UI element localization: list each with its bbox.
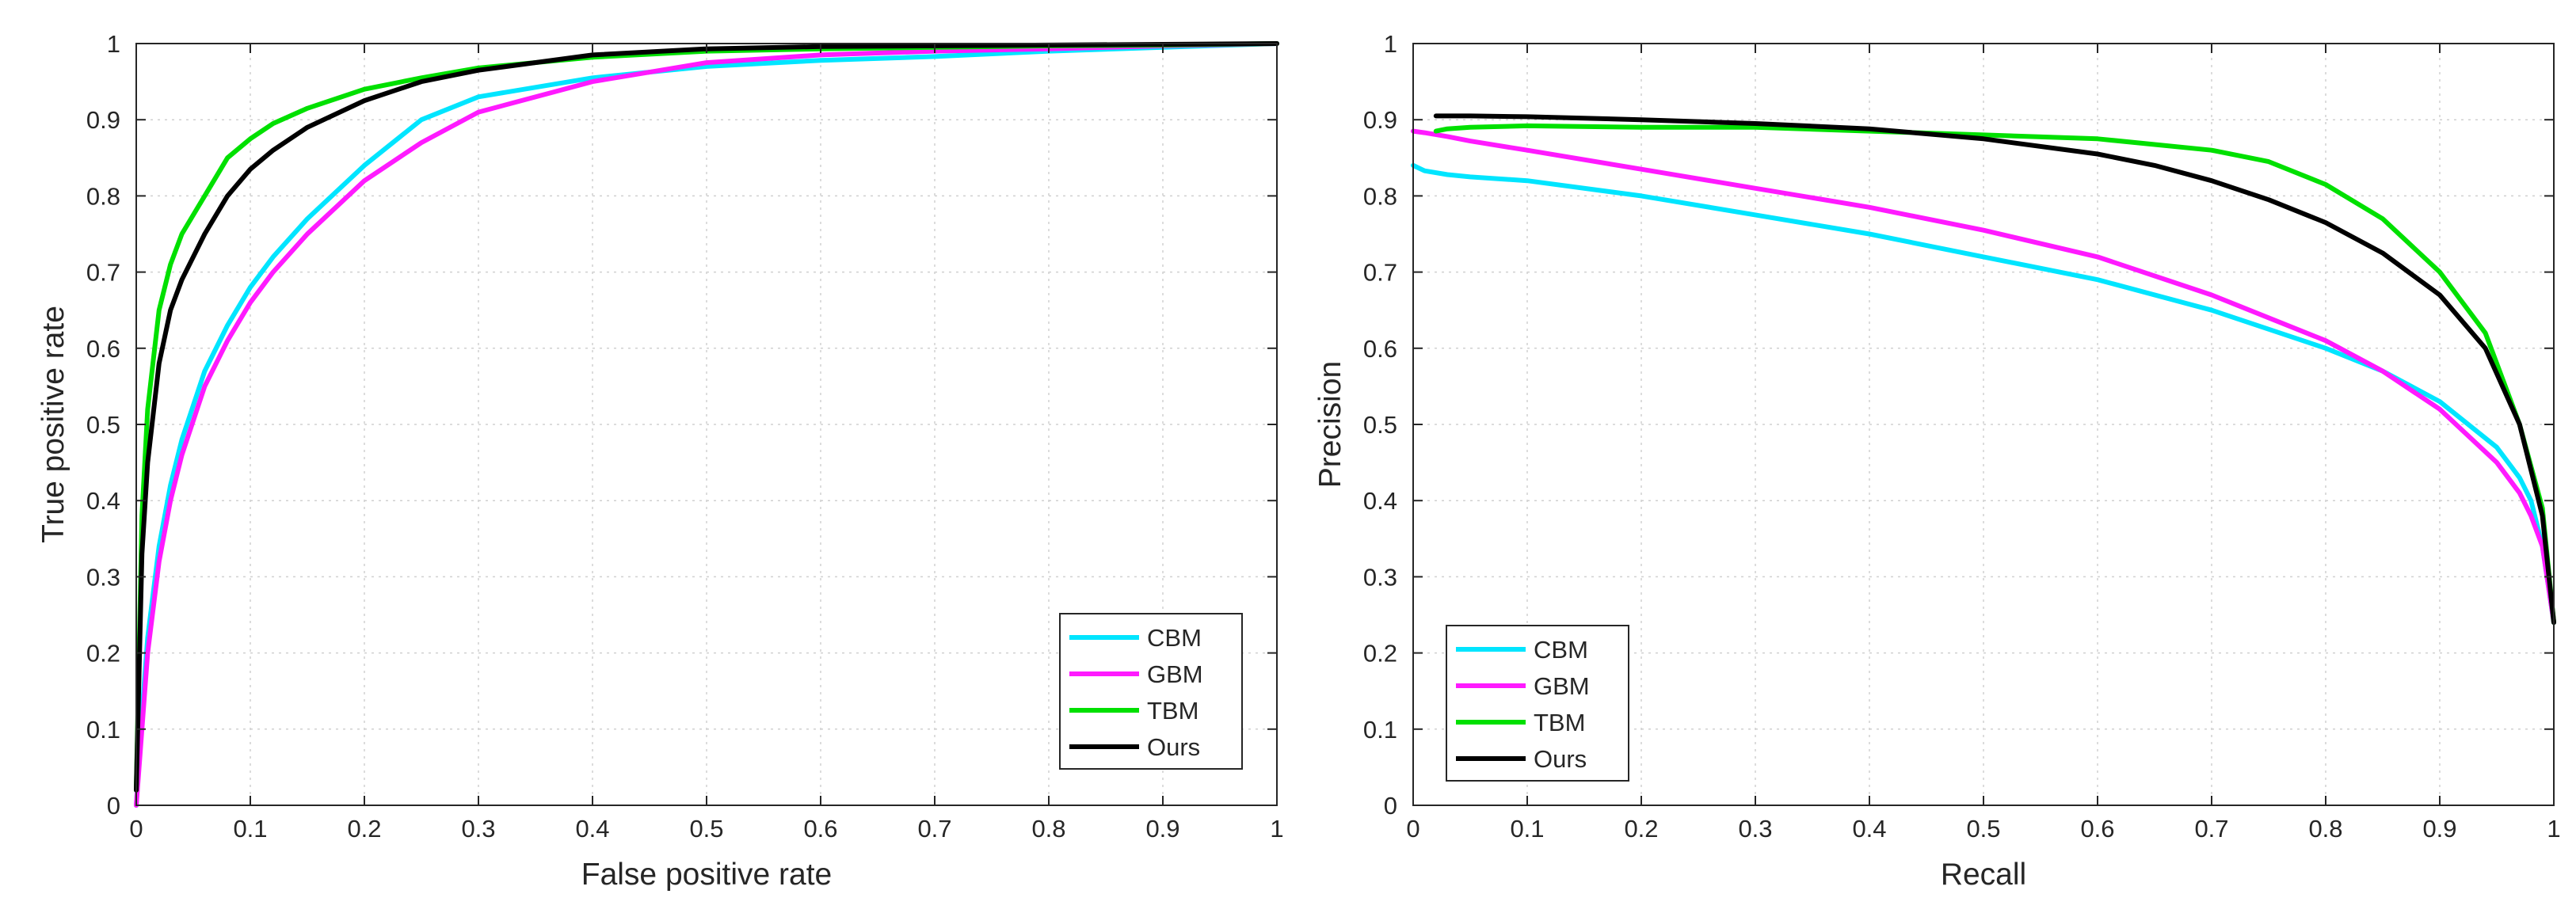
y-tick-label: 0.6 — [1363, 335, 1397, 363]
y-tick-label: 0.6 — [86, 335, 120, 363]
x-tick-label: 0.9 — [2422, 815, 2456, 843]
x-tick-label: 0.3 — [1738, 815, 1772, 843]
x-tick-label: 0.1 — [233, 815, 267, 843]
x-tick-label: 0 — [129, 815, 143, 843]
legend-label-gbm: GBM — [1147, 660, 1203, 688]
y-axis-label: Precision — [1313, 361, 1347, 488]
series-line-ours — [1433, 113, 2556, 626]
y-tick-label: 0.8 — [1363, 182, 1397, 210]
legend-label-tbm: TBM — [1147, 697, 1198, 725]
legend-label-cbm: CBM — [1147, 624, 1202, 652]
x-axis-label: Recall — [1941, 858, 2026, 892]
y-tick-label: 0.7 — [86, 259, 120, 287]
y-tick-label: 0 — [107, 792, 120, 820]
x-tick-label: 1 — [1270, 815, 1283, 843]
roc-chart: 0 0.1 0.2 0.3 0.4 0.5 0.6 0.7 0.8 0.9 1 0 0.1 0.2 0.3 0… — [36, 30, 1284, 892]
x-tick-label: 0.7 — [2194, 815, 2228, 843]
y-tick-label: 0.4 — [1363, 487, 1397, 515]
y-tick-label: 0.5 — [1363, 411, 1397, 439]
series-line-ours — [134, 41, 1279, 793]
y-tick-label: 0.8 — [86, 182, 120, 210]
series-line-cbm — [1411, 162, 2556, 626]
x-tick-label: 0.5 — [1966, 815, 2000, 843]
y-tick-label: 0.2 — [1363, 640, 1397, 668]
x-tick-label: 0.5 — [689, 815, 723, 843]
legend: CBM GBM TBM Ours — [1059, 613, 1243, 770]
x-tick-label: 0.9 — [1145, 815, 1179, 843]
y-tick-label: 0.3 — [86, 563, 120, 591]
pr-chart: 0 0.1 0.2 0.3 0.4 0.5 0.6 0.7 0.8 0.9 1 0 0.1 0.2 0.3 0… — [1313, 30, 2561, 892]
x-tick-label: 0.7 — [917, 815, 951, 843]
x-tick-label: 0.2 — [347, 815, 381, 843]
x-tick-label: 0.8 — [2308, 815, 2342, 843]
x-tick-label: 0.1 — [1510, 815, 1544, 843]
y-tick-label: 1 — [1384, 30, 1397, 58]
y-tick-label: 0.1 — [1363, 716, 1397, 744]
legend: CBM GBM TBM Ours — [1446, 625, 1629, 782]
x-tick-label: 0.2 — [1624, 815, 1658, 843]
y-tick-label: 1 — [107, 30, 120, 58]
y-tick-label: 0.1 — [86, 716, 120, 744]
x-tick-label: 0 — [1406, 815, 1419, 843]
x-tick-label: 0.4 — [575, 815, 609, 843]
series-line-tbm — [1433, 123, 2556, 626]
x-tick-label: 0.4 — [1852, 815, 1886, 843]
series-line-gbm — [1411, 128, 2556, 626]
x-axis-label: False positive rate — [581, 858, 832, 892]
legend-label-tbm: TBM — [1534, 709, 1585, 736]
legend-label-gbm: GBM — [1534, 672, 1590, 700]
y-tick-label: 0.3 — [1363, 563, 1397, 591]
y-tick-label: 0.2 — [86, 640, 120, 668]
x-tick-label: 0.8 — [1031, 815, 1065, 843]
legend-label-ours: Ours — [1534, 745, 1587, 773]
series-line-gbm — [134, 41, 1279, 808]
x-tick-label: 0.3 — [461, 815, 495, 843]
x-tick-label: 0.6 — [803, 815, 837, 843]
y-tick-label: 0.5 — [86, 411, 120, 439]
y-axis-label: True positive rate — [36, 306, 70, 543]
x-tick-label: 0.6 — [2080, 815, 2114, 843]
legend-label-ours: Ours — [1147, 733, 1200, 761]
y-tick-label: 0 — [1384, 792, 1397, 820]
x-tick-label: 1 — [2547, 815, 2560, 843]
y-tick-label: 0.9 — [86, 106, 120, 134]
series-line-cbm — [134, 41, 1279, 808]
legend-label-cbm: CBM — [1534, 636, 1588, 664]
y-tick-label: 0.7 — [1363, 259, 1397, 287]
y-tick-label: 0.4 — [86, 487, 120, 515]
y-tick-label: 0.9 — [1363, 106, 1397, 134]
